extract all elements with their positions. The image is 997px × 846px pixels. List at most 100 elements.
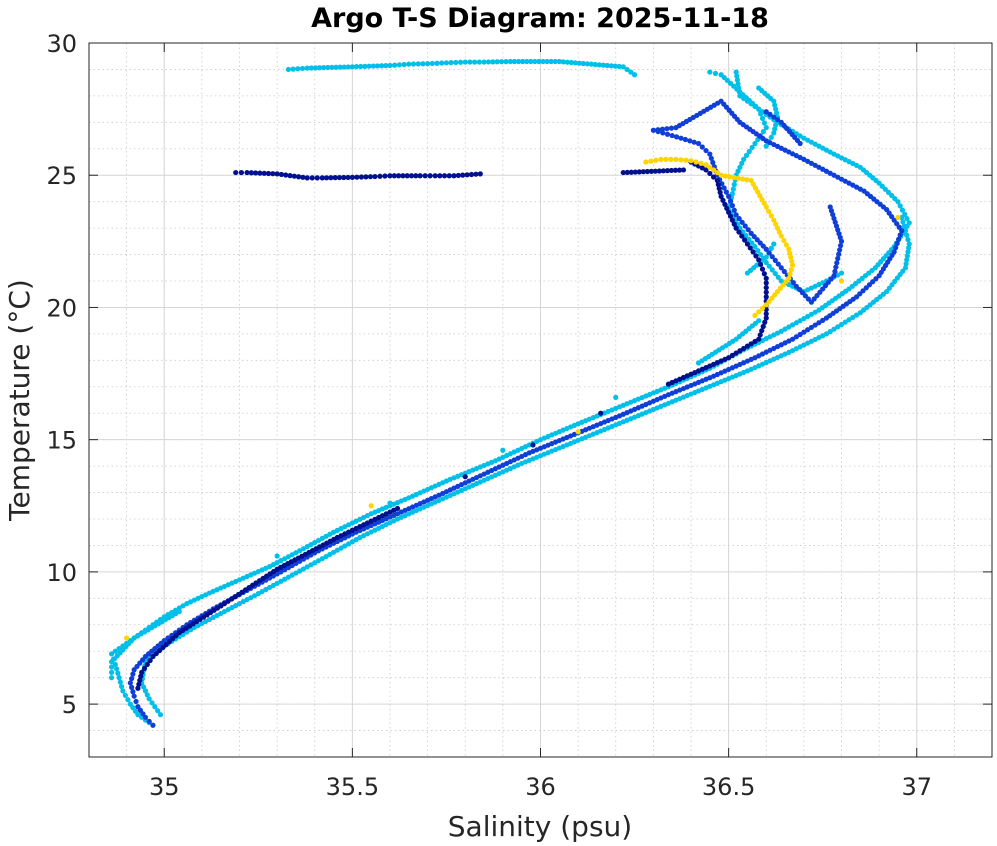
- data-point-series-0: [443, 60, 450, 66]
- data-point-series-2: [451, 173, 457, 179]
- data-point-series-0: [624, 66, 630, 73]
- data-point-series-2: [328, 175, 334, 181]
- data-point-series-0: [374, 63, 381, 69]
- data-point-series-0: [838, 321, 845, 328]
- data-point-series-1: [805, 327, 811, 333]
- data-point-series-1: [836, 251, 842, 257]
- data-point-series-2: [750, 249, 756, 255]
- data-point-series-2: [762, 319, 768, 325]
- data-point-series-3: [781, 237, 787, 244]
- data-point-series-0: [115, 670, 121, 676]
- data-point-series-0: [737, 225, 743, 231]
- data-point-series-0: [620, 64, 626, 70]
- y-tick-label: 20: [46, 294, 77, 322]
- data-point-series-1: [833, 264, 839, 270]
- data-point-series-0: [763, 143, 769, 149]
- data-point-series-2: [763, 285, 769, 291]
- data-point-series-0: [108, 664, 115, 670]
- data-point-series-0: [771, 98, 777, 104]
- data-point-series-0: [157, 712, 164, 718]
- data-point-series-0: [604, 62, 610, 69]
- data-point-series-2: [413, 173, 419, 179]
- data-point-series-0: [906, 220, 912, 226]
- data-point-series-2: [427, 173, 433, 179]
- data-point-series-0: [756, 318, 762, 324]
- data-point-series-2: [714, 177, 720, 184]
- data-point-series-1: [801, 329, 807, 335]
- data-point-series-2: [139, 669, 145, 675]
- data-point-series-2: [717, 189, 723, 196]
- data-point-series-0: [108, 675, 115, 681]
- data-point-series-3: [673, 156, 679, 162]
- data-point-series-2: [287, 173, 293, 179]
- data-point-series-0: [120, 688, 126, 694]
- data-point-series-0: [401, 61, 407, 68]
- data-point-series-2: [753, 253, 759, 259]
- data-point-series-2: [135, 685, 141, 691]
- data-point-series-2: [446, 173, 452, 179]
- data-point-series-0: [797, 133, 803, 139]
- data-point-series-2: [748, 341, 754, 347]
- x-tick-label: 36: [525, 773, 556, 801]
- data-point-series-1: [808, 324, 815, 331]
- y-tick-label: 25: [46, 162, 77, 190]
- data-point-series-3: [773, 221, 779, 227]
- data-point-series-0: [628, 69, 634, 75]
- data-point-series-0: [142, 688, 149, 694]
- y-tick-label: 5: [62, 691, 77, 719]
- data-point-series-2: [468, 171, 475, 178]
- data-point-series-2: [736, 229, 742, 235]
- data-point-series-0: [746, 236, 752, 242]
- data-point-series-2: [759, 328, 765, 334]
- data-point-series-3: [727, 174, 733, 180]
- data-point-series-0: [274, 553, 280, 559]
- data-point-series-2: [672, 167, 679, 173]
- data-point-series-0: [584, 61, 590, 67]
- data-point-series-1: [668, 125, 675, 131]
- data-point-series-2: [153, 650, 159, 657]
- data-point-series-1: [699, 144, 705, 150]
- data-point-series-2: [628, 169, 634, 175]
- data-point-series-2: [248, 170, 254, 176]
- data-point-series-0: [743, 232, 749, 239]
- data-point-series-0: [592, 61, 598, 68]
- data-point-series-1: [745, 227, 751, 233]
- data-point-series-0: [734, 77, 741, 83]
- data-point-series-2: [718, 193, 724, 199]
- data-point-series-0: [406, 61, 412, 67]
- y-axis-ticks: 5 10 15 20 25 30: [46, 30, 992, 719]
- data-point-series-0: [295, 66, 301, 72]
- data-point-series-0: [758, 111, 764, 117]
- data-point-series-2: [319, 175, 325, 181]
- data-point-series-2: [283, 172, 289, 178]
- data-point-series-0: [524, 58, 530, 65]
- data-point-series-2: [150, 653, 156, 660]
- data-point-series-2: [336, 174, 343, 181]
- data-point-series-2: [156, 647, 163, 654]
- data-point-series-0: [125, 697, 131, 703]
- data-point-series-0: [906, 241, 912, 247]
- data-point-series-0: [415, 61, 421, 67]
- y-axis-label: Temperature (°C): [3, 279, 36, 522]
- data-point-series-1: [778, 265, 784, 271]
- data-point-series-0: [453, 59, 459, 66]
- data-points: [108, 58, 912, 728]
- data-point-series-0: [775, 274, 781, 280]
- data-point-series-0: [588, 61, 594, 67]
- data-point-series-2: [173, 633, 179, 639]
- data-point-series-0: [901, 223, 907, 229]
- data-point-series-2: [763, 275, 769, 281]
- data-point-series-1: [793, 334, 799, 340]
- data-point-series-0: [410, 61, 417, 67]
- data-point-series-3: [766, 208, 772, 214]
- data-point-series-1: [691, 139, 697, 145]
- data-point-series-0: [379, 63, 385, 69]
- data-point-series-0: [731, 181, 737, 188]
- data-point-series-1: [695, 140, 702, 147]
- data-point-series-2: [291, 173, 297, 179]
- data-point-series-0: [362, 63, 368, 69]
- data-point-series-3: [750, 181, 756, 187]
- data-point-series-0: [149, 700, 155, 706]
- data-point-series-2: [664, 168, 671, 174]
- data-point-series-3: [368, 503, 374, 509]
